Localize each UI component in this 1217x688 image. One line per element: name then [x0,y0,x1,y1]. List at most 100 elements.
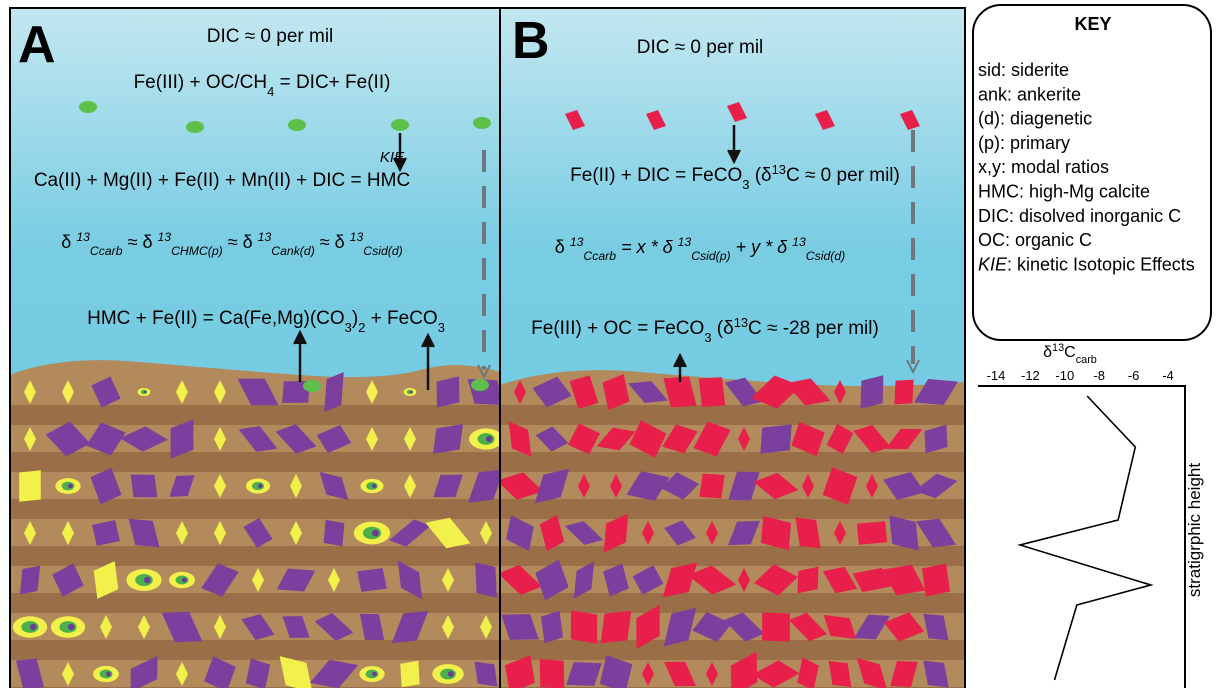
dark-band [10,593,965,613]
green-particle [303,380,321,392]
text-part: ank: ankerite [978,84,1081,104]
key-entry: KIE: kinetic Isotopic Effects [978,254,1195,274]
text-part: x,y: modal ratios [978,157,1109,177]
crystal [130,475,157,498]
text-part: ≈ δ [223,232,258,252]
dark-band [10,640,965,660]
text-part: 13 [76,230,90,244]
green-particle [471,379,489,391]
profile-line [1020,396,1151,680]
text-part: (δ [749,165,771,186]
dark-band [10,452,965,472]
nodule-dot [68,484,73,489]
plot-title: δ13Ccarb [1043,342,1097,366]
crystal [566,610,602,643]
key-entry: OC: organic C [978,230,1092,250]
text-part: (d): diagenetic [978,109,1092,129]
text-part: 13 [350,230,364,244]
nodule-dot [372,672,377,677]
key-entry: HMC: high-Mg calcite [978,182,1150,202]
nodule-dot [486,436,492,442]
key-entry: (p): primary [978,133,1070,153]
key-entry: (d): diagenetic [978,109,1092,129]
text-part: Ccarb [90,244,123,258]
text-part: 13 [734,315,748,330]
equation: DIC ≈ 0 per mil [207,26,334,47]
text-part: + FeCO [365,308,437,329]
crystal [357,568,387,592]
text-part: HMC + Fe(II) = Ca(Fe,Mg)(CO [87,308,345,329]
text-part: δ [61,232,76,252]
key-entry: x,y: modal ratios [978,157,1109,177]
key-entry: DIC: disolved inorganic C [978,206,1181,226]
dark-band [10,405,965,425]
nodule-dot [410,391,412,393]
dark-band [10,546,965,566]
nodule-dot [144,391,146,393]
text-part: 13 [678,235,692,249]
key-entry: ank: ankerite [978,84,1081,104]
x-tick-label: -14 [987,368,1006,383]
text-part: 4 [267,84,274,99]
text-part: ≈ δ [123,232,158,252]
green-particle [473,117,491,129]
text-part: 13 [157,230,171,244]
nodule-dot [372,530,379,537]
text-part: 3 [438,320,445,335]
panel-label: B [512,12,550,70]
crystal [538,659,567,688]
nodule-dot [182,578,187,583]
nodule-dot [30,624,36,630]
panel-label: A [18,16,56,74]
key-entry: sid: siderite [978,60,1069,80]
text-part: 13 [1052,342,1064,354]
text-part: Fe(II) + DIC = FeCO [570,165,742,186]
key-title: KEY [1074,14,1111,34]
text-part: sid: siderite [978,60,1069,80]
text-part: C ≈ -28 per mil) [748,318,879,339]
text-part: (δ [712,318,734,339]
text-part: C ≈ 0 per mil) [786,165,900,186]
equation: Ca(II) + Mg(II) + Fe(II) + Mn(II) + DIC … [34,170,410,191]
text-part: DIC ≈ 0 per mil [637,37,764,58]
text-part: Cank(d) [271,244,315,258]
text-part: Fe(III) + OC/CH [134,72,268,93]
text-part: 13 [258,230,272,244]
text-part: DIC: disolved inorganic C [978,206,1181,226]
text-part: = x * δ [616,237,678,257]
equation: DIC ≈ 0 per mil [637,37,764,58]
text-part: Csid(d) [363,244,402,258]
crystal [757,424,794,453]
x-tick-label: -8 [1093,368,1105,383]
text-part: C [1064,344,1076,361]
nodule-dot [106,672,111,677]
text-part: 13 [792,235,806,249]
crystal [761,612,791,641]
nodule-dot [144,577,151,584]
crystal [893,380,915,405]
green-particle [186,121,204,133]
text-part: δ [1043,344,1052,361]
axis [978,386,1185,688]
text-part: DIC ≈ 0 per mil [207,26,334,47]
nodule-dot [448,671,454,677]
crystal [699,377,726,407]
text-part: 3 [742,177,749,192]
text-part: 2 [358,320,365,335]
y-axis-label: stratigrphic height [1185,463,1204,597]
text-part: KIE [380,149,405,166]
text-part: 13 [772,162,786,177]
text-part: OC: organic C [978,230,1092,250]
crystal [857,521,887,544]
text-part: δ [555,237,570,257]
text-part: 3 [704,330,711,345]
text-part: ≈ δ [315,232,350,252]
text-part: 13 [570,235,584,249]
text-part: + y * δ [731,237,793,257]
text-part: Fe(III) + OC = FeCO [531,318,704,339]
x-tick-label: -6 [1128,368,1140,383]
dark-band [10,499,965,519]
green-particle [391,119,409,131]
crystal [699,474,724,499]
x-tick-label: -10 [1055,368,1074,383]
